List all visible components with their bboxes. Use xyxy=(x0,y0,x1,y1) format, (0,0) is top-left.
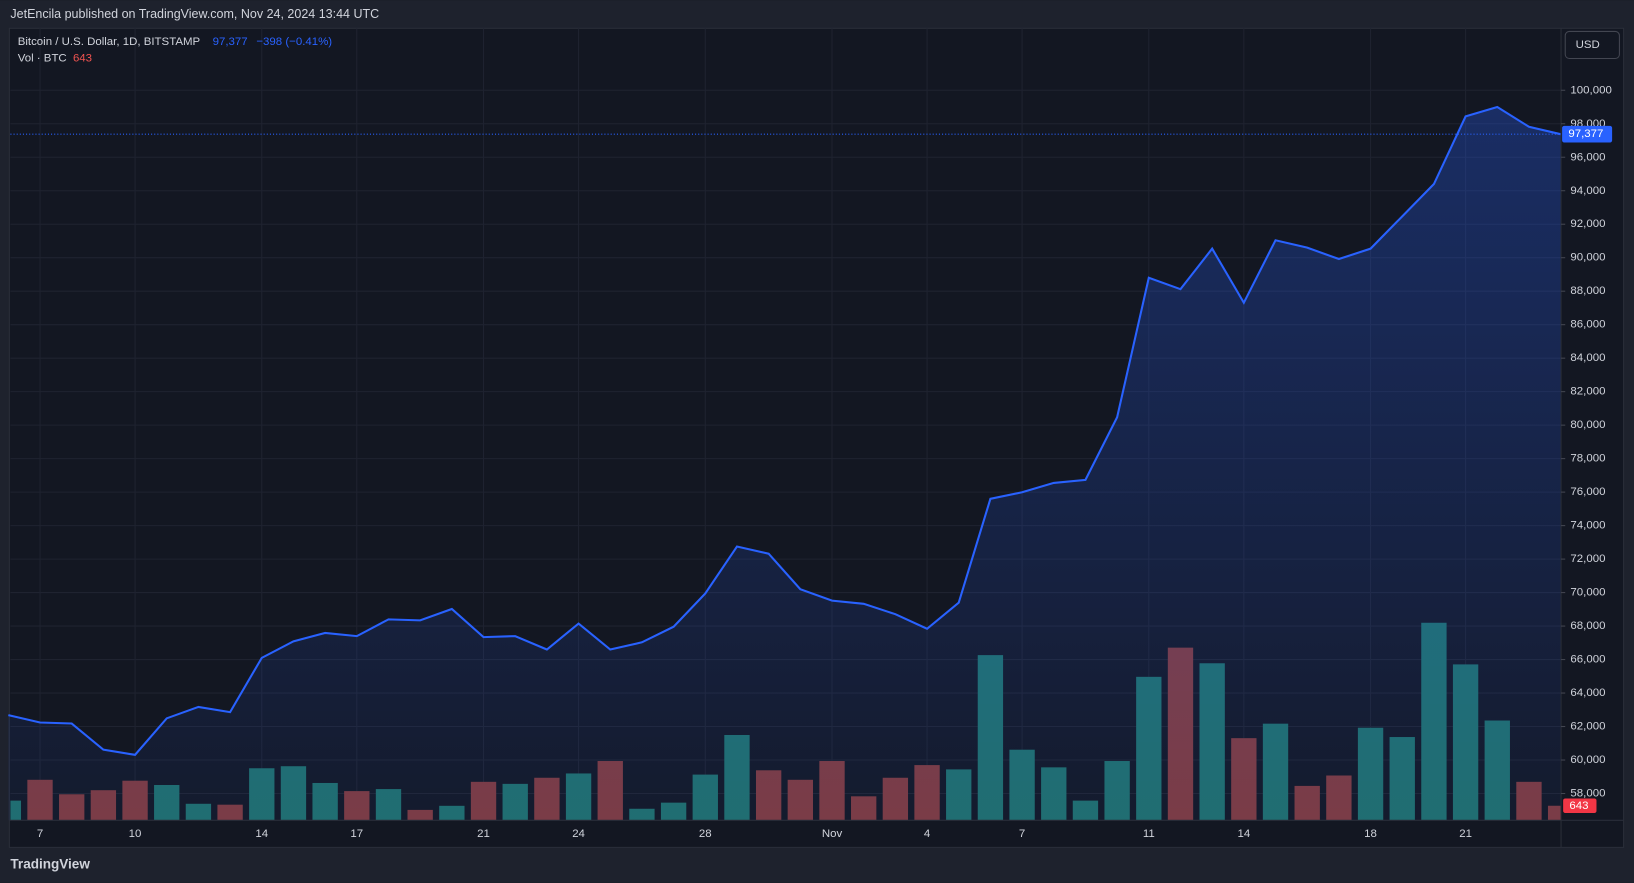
y-tick-label: 60,000 xyxy=(1570,754,1605,766)
y-tick-label: 92,000 xyxy=(1570,218,1605,230)
x-tick-label: 18 xyxy=(1364,828,1377,840)
y-tick-label: 72,000 xyxy=(1570,553,1605,565)
x-tick-label: 14 xyxy=(1237,828,1250,840)
x-tick-label: 4 xyxy=(924,828,931,840)
volume-badge xyxy=(1563,798,1597,814)
currency-label[interactable]: USD xyxy=(1576,39,1600,51)
x-tick-label: 24 xyxy=(572,828,585,840)
price-text: 97,377 xyxy=(213,36,248,48)
y-tick-label: 66,000 xyxy=(1570,654,1605,666)
y-tick-label: 64,000 xyxy=(1570,687,1605,699)
volume-badge-label: 643 xyxy=(1569,800,1588,812)
y-tick-label: 94,000 xyxy=(1570,185,1605,197)
x-tick-label: Nov xyxy=(822,828,843,840)
y-tick-label: 70,000 xyxy=(1570,587,1605,599)
y-tick-label: 76,000 xyxy=(1570,486,1605,498)
y-tick-label: 62,000 xyxy=(1570,721,1605,733)
y-tick-label: 100,000 xyxy=(1570,84,1611,96)
y-tick-label: 84,000 xyxy=(1570,352,1605,364)
volume-title: Vol · BTC xyxy=(18,53,67,65)
x-tick-label: 17 xyxy=(350,828,363,840)
y-tick-label: 58,000 xyxy=(1570,788,1605,800)
x-tick-label: 28 xyxy=(699,828,712,840)
price-line xyxy=(8,105,1561,756)
y-tick-label: 74,000 xyxy=(1570,520,1605,532)
y-tick-label: 82,000 xyxy=(1570,386,1605,398)
y-tick-label: 68,000 xyxy=(1570,620,1605,632)
symbol-title: Bitcoin / U.S. Dollar, 1D, BITSTAMP xyxy=(18,36,201,48)
x-tick-label: 14 xyxy=(255,828,268,840)
y-tick-label: 80,000 xyxy=(1570,419,1605,431)
x-tick-label: 21 xyxy=(1459,828,1472,840)
volume-text: 643 xyxy=(73,53,92,65)
price-area xyxy=(8,107,1561,821)
y-tick-label: 78,000 xyxy=(1570,453,1605,465)
y-tick-label: 90,000 xyxy=(1570,252,1605,264)
change-text: −398 (−0.41%) xyxy=(256,36,332,48)
x-tick-label: 7 xyxy=(1019,828,1025,840)
footer-logo: TradingView xyxy=(10,857,90,872)
x-tick-label: 21 xyxy=(477,828,490,840)
y-tick-label: 88,000 xyxy=(1570,285,1605,297)
published-text: JetEncila published on TradingView.com, … xyxy=(10,7,379,21)
y-tick-label: 96,000 xyxy=(1570,151,1605,163)
x-tick-label: 11 xyxy=(1143,828,1155,840)
last-price-label: 97,377 xyxy=(1568,128,1603,140)
last-price-badge xyxy=(1562,125,1613,143)
currency-button[interactable] xyxy=(1564,30,1620,60)
plot xyxy=(8,105,1562,821)
y-tick-label: 86,000 xyxy=(1570,319,1605,331)
x-tick-label: 10 xyxy=(129,828,142,840)
x-tick-label: 7 xyxy=(37,828,43,840)
